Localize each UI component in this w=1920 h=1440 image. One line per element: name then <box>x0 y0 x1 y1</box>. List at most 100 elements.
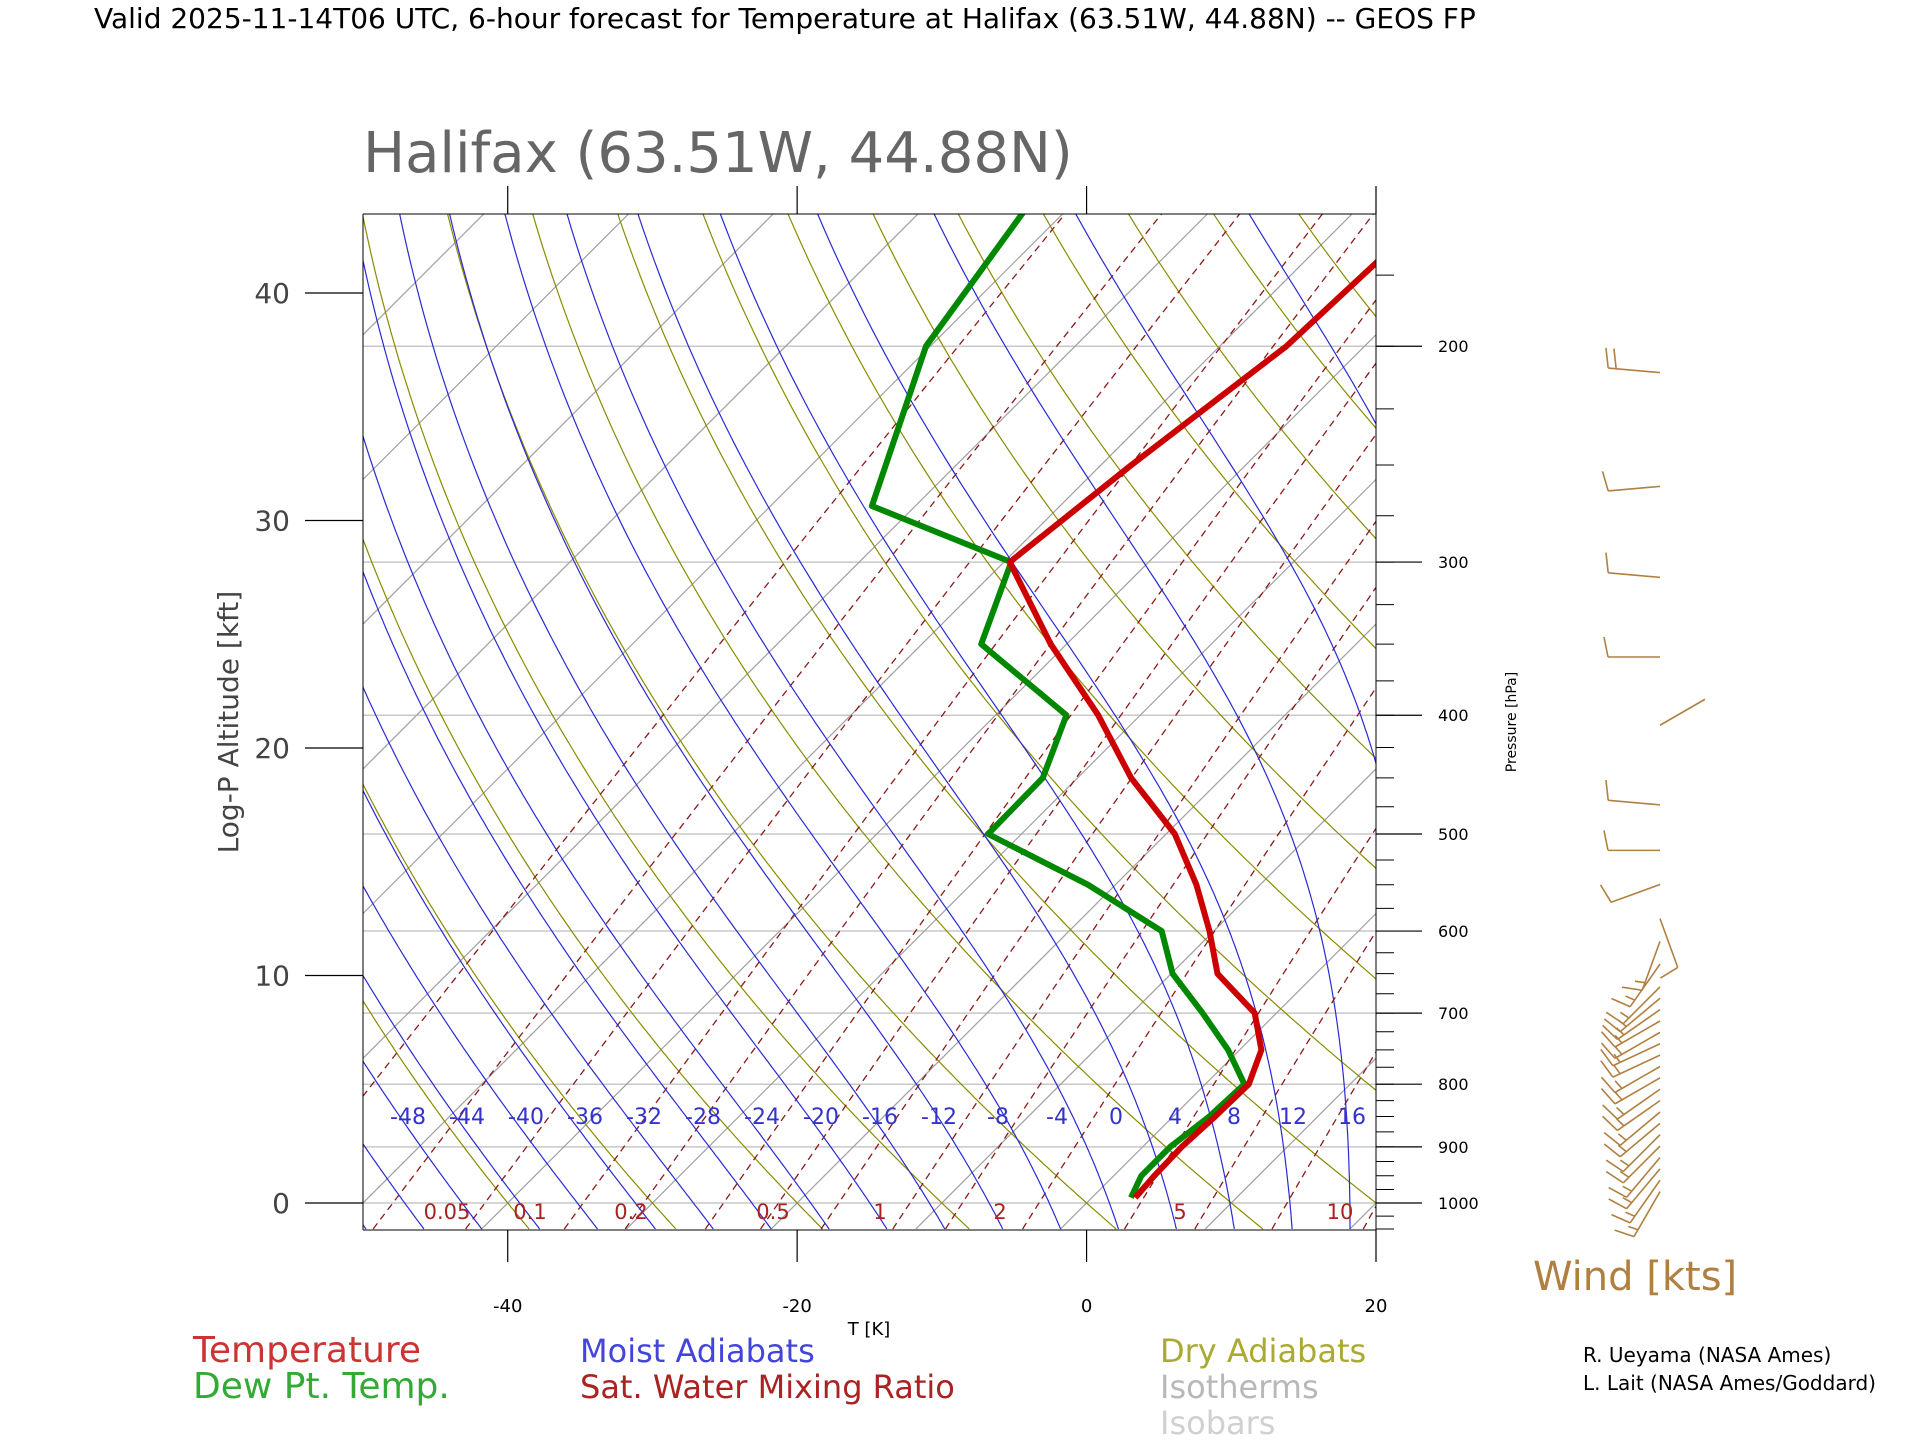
dry-adiabat-line <box>617 214 1376 1204</box>
mixing-ratio-line <box>892 520 1376 1230</box>
moist-adiabat-line <box>933 214 1351 1229</box>
moist-adiabat-tick-label: -12 <box>921 1105 957 1130</box>
y-tick-label: 10 <box>254 960 290 993</box>
pressure-tick-label: 300 <box>1438 553 1469 572</box>
wind-barb <box>1599 883 1661 904</box>
credit-line-1: R. Ueyama (NASA Ames) <box>1583 1343 1831 1367</box>
dry-adiabat-line <box>1789 193 1920 1229</box>
wind-barb <box>1605 779 1661 806</box>
moist-adiabat-tick-label: -4 <box>1046 1105 1068 1130</box>
moist-adiabat-line <box>399 214 946 1230</box>
isotherm-line <box>363 214 485 336</box>
wind-barb <box>1603 1111 1661 1147</box>
mixing-ratio-line <box>372 214 1163 1230</box>
wind-barb <box>1600 1054 1661 1078</box>
moist-adiabat-tick-label: -16 <box>862 1105 898 1130</box>
wind-barb <box>1600 1065 1661 1094</box>
isotherm-line <box>1639 193 1920 1229</box>
dewpoint-profile <box>868 214 1248 1199</box>
y-tick-label: 0 <box>272 1187 290 1220</box>
pressure-tick-label: 900 <box>1438 1138 1469 1157</box>
moist-adiabat-line <box>449 214 1004 1230</box>
mixing-ratio-tick-label: 0.2 <box>614 1200 647 1224</box>
wind-barb <box>1605 1134 1661 1173</box>
moist-adiabat-tick-label: -44 <box>449 1105 485 1130</box>
pressure-tick-label: 1000 <box>1438 1194 1479 1213</box>
moist-adiabat-line <box>1075 214 1376 766</box>
moist-adiabat-line <box>363 257 888 1230</box>
mixing-ratio-tick-label: 0.05 <box>424 1200 471 1224</box>
wind-label: Wind [kts] <box>1533 1254 1737 1300</box>
pressure-tick-label: 700 <box>1438 1004 1469 1023</box>
moist-adiabat-line <box>1640 193 1850 1229</box>
legend-dry-adiabats: Dry Adiabats <box>1160 1332 1366 1370</box>
dry-adiabat-line <box>702 214 1376 1092</box>
isotherm-line <box>1349 1202 1376 1230</box>
wind-barb <box>1605 552 1661 579</box>
moist-adiabat-line <box>504 214 1062 1230</box>
dry-adiabat-line <box>1705 193 1920 1229</box>
y-axis-label: Log-P Altitude [kft] <box>212 591 245 854</box>
moist-adiabat-line <box>0 580 192 1230</box>
y-tick-label: 30 <box>254 505 290 538</box>
moist-adiabat-line <box>363 974 541 1230</box>
mixing-ratio-line <box>624 214 1375 1230</box>
dry-adiabat-line <box>1873 193 1920 1229</box>
mixing-ratio-tick-label: 2 <box>993 1200 1006 1224</box>
moist-adiabat-tick-label: 0 <box>1109 1105 1123 1130</box>
isotherm-line <box>915 768 1376 1230</box>
wind-barb <box>1659 918 1679 979</box>
mixing-ratio-line <box>563 214 1324 1230</box>
legend-isobars: Isobars <box>1160 1404 1275 1440</box>
isotherm-line <box>626 478 1376 1230</box>
mixing-ratio-line <box>1271 1050 1376 1230</box>
isotherm-line <box>363 214 630 481</box>
dry-adiabat-line <box>872 214 1376 870</box>
moist-adiabat-line <box>363 434 830 1230</box>
mixing-ratio-line <box>944 586 1376 1230</box>
header-text: Valid 2025-11-14T06 UTC, 6-hour forecast… <box>94 2 1476 35</box>
isotherm-line <box>0 193 360 1229</box>
moist-adiabat-tick-label: -32 <box>626 1105 662 1130</box>
pressure-tick-label: 200 <box>1438 337 1469 356</box>
legend-mixing-ratio: Sat. Water Mixing Ratio <box>580 1368 955 1406</box>
dry-adiabat-line <box>1042 214 1376 650</box>
dry-adiabat-line <box>787 214 1376 980</box>
wind-barb <box>1621 941 1661 992</box>
dry-adiabat-line <box>1453 193 1920 1229</box>
dry-adiabat-line <box>1537 193 1920 1229</box>
isotherm-line <box>0 193 215 1229</box>
isotherm-line <box>363 214 1209 1060</box>
pressure-axis-label: Pressure [hPa] <box>1504 672 1520 772</box>
wind-barb <box>1603 636 1660 658</box>
mixing-ratio-line <box>1194 930 1376 1230</box>
mixing-ratio-tick-label: 10 <box>1327 1200 1354 1224</box>
background-grid <box>0 193 1920 1230</box>
x-tick-label: -20 <box>782 1296 811 1317</box>
moist-adiabat-line <box>363 570 772 1230</box>
moist-adiabat-line <box>363 789 656 1230</box>
y-tick-label: 40 <box>254 277 290 310</box>
isotherm-line <box>1204 1057 1376 1230</box>
wind-barbs <box>1599 347 1706 1238</box>
dry-adiabat-line <box>363 537 824 1230</box>
moist-adiabat-tick-label: 4 <box>1168 1105 1182 1130</box>
wind-barb <box>1600 1077 1661 1105</box>
wind-barb <box>1600 1043 1661 1067</box>
mixing-ratio-tick-label: 5 <box>1173 1200 1186 1224</box>
moist-adiabat-tick-label: -40 <box>508 1105 544 1130</box>
wind-barb <box>1608 1156 1661 1199</box>
profiles <box>868 214 1376 1200</box>
mixing-ratio-line <box>1022 686 1376 1230</box>
moist-adiabat-tick-label: -20 <box>803 1105 839 1130</box>
pressure-tick-label: 500 <box>1438 825 1469 844</box>
moist-adiabat-line <box>363 685 714 1230</box>
moist-adiabat-line <box>363 1223 367 1230</box>
credit-line-2: L. Lait (NASA Ames/Goddard) <box>1583 1371 1876 1395</box>
pressure-tick-label: 800 <box>1438 1075 1469 1094</box>
x-axis-label: T [K] <box>847 1319 891 1340</box>
legend-moist-adiabats: Moist Adiabats <box>580 1332 815 1370</box>
isotherm-line <box>363 214 1064 915</box>
